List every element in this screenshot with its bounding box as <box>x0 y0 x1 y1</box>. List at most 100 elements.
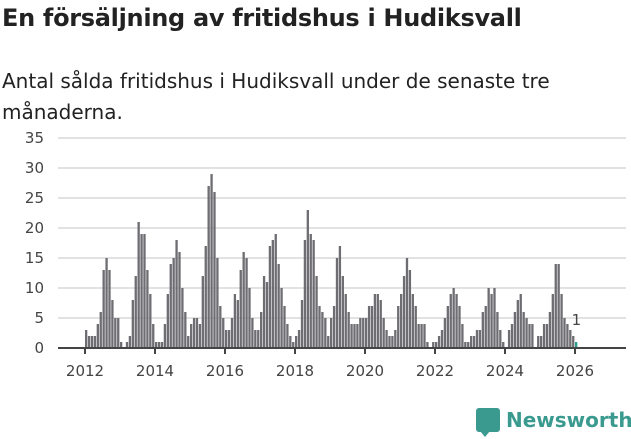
bar <box>268 246 272 348</box>
bar <box>117 318 120 348</box>
bar <box>295 336 298 348</box>
bar <box>402 276 406 348</box>
x-tick-label: 2014 <box>136 362 174 380</box>
bar-chart: 0 5 10 15 20 25 30 35 2012 2014 2016 2018 2020 2022 20… <box>25 129 626 380</box>
y-tick-label: 25 <box>25 189 44 207</box>
bar <box>166 294 169 348</box>
bar <box>210 174 213 348</box>
bar <box>99 312 102 348</box>
bar <box>490 294 493 348</box>
bar <box>525 318 528 348</box>
bar <box>420 324 423 348</box>
bar <box>478 330 482 348</box>
bar <box>435 342 438 348</box>
bar <box>388 336 391 348</box>
bar <box>484 306 487 348</box>
bar <box>262 276 266 348</box>
bar <box>443 318 447 348</box>
bar <box>507 330 511 348</box>
bar <box>96 324 99 348</box>
x-tick-label: 2020 <box>346 362 384 380</box>
bar <box>464 342 467 348</box>
bar <box>513 312 517 348</box>
bar <box>137 222 140 348</box>
bar <box>440 330 444 348</box>
bar <box>359 318 362 348</box>
bar <box>472 336 476 348</box>
bar <box>248 288 251 348</box>
bar <box>184 312 187 348</box>
bar <box>87 336 91 348</box>
bar <box>143 234 146 348</box>
newsworthy-logo[interactable]: Newsworthy <box>476 408 631 437</box>
bar <box>405 258 409 348</box>
bar <box>327 336 330 348</box>
bar <box>458 306 461 348</box>
y-tick-label: 30 <box>25 159 44 177</box>
y-tick-label: 5 <box>34 309 44 327</box>
bar <box>111 300 114 348</box>
bar <box>245 258 248 348</box>
bar <box>356 324 359 348</box>
bar <box>516 300 519 348</box>
bar <box>225 330 228 348</box>
bar <box>297 330 301 348</box>
bar <box>318 306 321 348</box>
bar <box>487 288 490 348</box>
bar <box>286 324 289 348</box>
bar <box>222 318 225 348</box>
bar <box>335 258 339 348</box>
bar <box>152 324 155 348</box>
bar <box>519 294 522 348</box>
y-tick-label: 10 <box>25 279 44 297</box>
bar <box>572 336 575 348</box>
bar <box>408 270 412 348</box>
bar <box>394 330 397 348</box>
newsworthy-bar-chart-icon <box>476 408 500 437</box>
bar <box>204 246 207 348</box>
bar <box>455 294 458 348</box>
bar <box>280 288 283 348</box>
bar <box>338 246 342 348</box>
y-tick-label: 35 <box>25 129 44 147</box>
bar <box>239 270 242 348</box>
bar <box>353 324 356 348</box>
bar <box>236 300 239 348</box>
bar <box>365 318 368 348</box>
bar <box>332 306 336 348</box>
bar <box>300 300 304 348</box>
bar <box>528 324 531 348</box>
bar <box>283 306 286 348</box>
bar <box>411 294 414 348</box>
bar <box>175 240 178 348</box>
bar <box>569 330 572 348</box>
bar <box>426 342 429 348</box>
bar <box>470 336 473 348</box>
bar <box>254 330 257 348</box>
bar <box>303 240 307 348</box>
bar <box>344 294 347 348</box>
bar <box>324 318 327 348</box>
y-tick-label: 15 <box>25 249 44 267</box>
bar <box>292 342 295 348</box>
bar <box>341 276 344 348</box>
bar <box>90 336 94 348</box>
bar <box>542 324 546 348</box>
bar <box>449 294 452 348</box>
bar <box>271 240 274 348</box>
bar <box>128 336 132 348</box>
bar <box>499 330 502 348</box>
bar <box>155 342 158 348</box>
bar <box>172 258 175 348</box>
bar <box>181 288 184 348</box>
bar <box>554 264 557 348</box>
bar <box>93 336 97 348</box>
bar <box>114 318 117 348</box>
bar <box>160 342 164 348</box>
bar <box>277 264 280 348</box>
bar <box>545 324 549 348</box>
bar <box>376 294 379 348</box>
bar <box>373 294 377 348</box>
bar <box>105 258 108 348</box>
bar <box>575 342 578 348</box>
